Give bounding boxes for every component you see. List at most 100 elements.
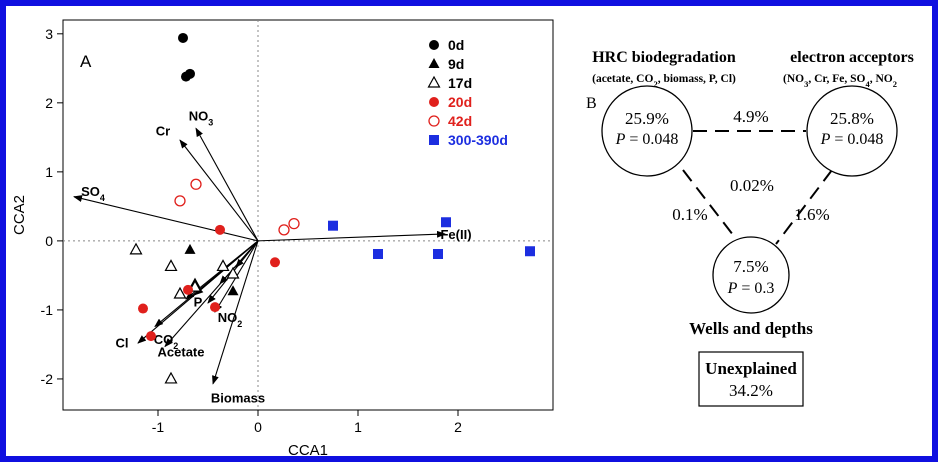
point-17d bbox=[173, 286, 187, 299]
panel-label-a: A bbox=[80, 52, 92, 71]
point-17d bbox=[164, 259, 178, 272]
point-300-390d bbox=[373, 249, 383, 259]
point-300-390d bbox=[433, 249, 443, 259]
point-20d bbox=[146, 331, 156, 342]
vector-arrow bbox=[257, 230, 446, 242]
x-tick-label: 1 bbox=[354, 419, 362, 435]
hrc-subtitle-part: , biomass, P, Cl) bbox=[658, 73, 736, 85]
p-number: = 0.048 bbox=[830, 131, 883, 148]
ea-subtitle-sub: 2 bbox=[893, 79, 897, 89]
p-number: = 0.048 bbox=[625, 131, 678, 148]
point-300-390d bbox=[441, 217, 451, 228]
x-axis-ticks: -1 0 1 2 bbox=[152, 410, 462, 435]
vector-arrow bbox=[73, 195, 259, 242]
legend-marker-42d bbox=[428, 115, 440, 127]
point-9d bbox=[184, 243, 196, 254]
shared-hrc-wd: 0.1% bbox=[672, 205, 707, 224]
legend-label: 17d bbox=[448, 75, 472, 91]
sample-points bbox=[129, 32, 535, 384]
y-tick-label: -2 bbox=[41, 371, 54, 387]
p-number: = 0.3 bbox=[737, 280, 774, 297]
node-electron-acceptors bbox=[806, 85, 898, 177]
legend-marker-20d bbox=[429, 97, 439, 107]
ea-subtitle-sub: 4 bbox=[865, 79, 870, 89]
y-axis-ticks: -2 -1 0 1 2 3 bbox=[41, 26, 63, 387]
ea-p-value: P = 0.048 bbox=[820, 131, 884, 148]
edge-hrc-wd bbox=[682, 169, 741, 245]
legend-marker-17d bbox=[427, 75, 441, 88]
point-300-390d bbox=[328, 220, 338, 231]
variance-partition-diagram: B HRC biodegradation (acetate, CO2, biom… bbox=[586, 49, 914, 407]
legend-marker-300-390d bbox=[429, 135, 439, 145]
hrc-subtitle-part: (acetate, CO bbox=[592, 73, 653, 85]
shared-hrc-ea: 4.9% bbox=[733, 107, 768, 126]
ea-subtitle-part: , Cr, Fe, SO bbox=[808, 73, 865, 85]
y-tick-label: 2 bbox=[45, 95, 53, 111]
point-9d bbox=[227, 285, 239, 296]
ea-subtitle-sub: 3 bbox=[804, 79, 808, 89]
node-hrc bbox=[601, 85, 693, 177]
point-20d bbox=[183, 284, 193, 295]
point-42d bbox=[288, 217, 300, 230]
y-tick-label: 1 bbox=[45, 164, 53, 180]
point-300-390d bbox=[525, 246, 535, 257]
point-20d bbox=[270, 257, 280, 268]
panel-label-b: B bbox=[586, 95, 597, 112]
legend-label: 300-390d bbox=[448, 132, 508, 148]
vector-label: NO3 bbox=[189, 108, 214, 127]
x-tick-label: 0 bbox=[254, 419, 262, 435]
vector-arrow bbox=[137, 240, 259, 344]
wd-title: Wells and depths bbox=[689, 319, 813, 338]
unexplained-label: Unexplained bbox=[705, 359, 797, 378]
legend-marker-9d bbox=[428, 58, 440, 68]
hrc-title: HRC biodegradation bbox=[592, 49, 736, 66]
shared-ea-wd: 1.6% bbox=[794, 205, 829, 224]
y-axis-label: CCA2 bbox=[11, 195, 28, 235]
p-symbol: P bbox=[820, 131, 831, 148]
y-tick-label: 0 bbox=[45, 233, 53, 249]
y-tick-label: 3 bbox=[45, 26, 53, 42]
point-17d bbox=[226, 266, 240, 279]
wd-p-value: P = 0.3 bbox=[727, 280, 775, 297]
vector-arrow bbox=[212, 240, 259, 385]
vector-label: Acetate bbox=[158, 344, 205, 359]
vector-label: Cr bbox=[156, 123, 170, 138]
vector-label: Fe(II) bbox=[440, 227, 471, 242]
x-tick-label: -1 bbox=[152, 419, 165, 435]
point-0d bbox=[185, 68, 195, 79]
hrc-percent: 25.9% bbox=[625, 109, 669, 128]
legend-marker-0d bbox=[429, 40, 439, 50]
legend-label: 42d bbox=[448, 113, 472, 129]
point-20d bbox=[138, 303, 148, 314]
unexplained-box bbox=[698, 351, 804, 407]
plot-area-frame bbox=[62, 19, 554, 411]
ea-subtitle-part: , NO bbox=[870, 73, 893, 85]
x-tick-label: 2 bbox=[454, 419, 462, 435]
edge-ea-wd bbox=[775, 169, 833, 245]
ea-percent: 25.8% bbox=[830, 109, 874, 128]
p-symbol: P bbox=[727, 280, 738, 297]
legend-label: 9d bbox=[448, 56, 464, 72]
vector-arrow bbox=[195, 127, 259, 242]
point-17d bbox=[129, 242, 143, 255]
legend-label: 0d bbox=[448, 37, 464, 53]
vector-arrow bbox=[179, 139, 259, 242]
point-17d bbox=[164, 371, 178, 384]
ea-subtitle: (NO3, Cr, Fe, SO4, NO2 bbox=[783, 73, 897, 89]
ea-subtitle-part: (NO bbox=[783, 73, 804, 85]
node-wells-depths bbox=[712, 236, 790, 314]
vector-label: P bbox=[194, 295, 203, 310]
shared-all: 0.02% bbox=[730, 176, 774, 195]
vector-label: Biomass bbox=[211, 391, 265, 406]
legend-label: 20d bbox=[448, 94, 472, 110]
hrc-subtitle: (acetate, CO2, biomass, P, Cl) bbox=[592, 73, 736, 89]
vector-label: Cl bbox=[116, 335, 129, 350]
point-0d bbox=[178, 32, 188, 43]
point-17d bbox=[216, 259, 230, 272]
point-20d bbox=[215, 224, 225, 235]
vector-label: SO4 bbox=[81, 184, 105, 203]
wd-percent: 7.5% bbox=[733, 257, 768, 276]
